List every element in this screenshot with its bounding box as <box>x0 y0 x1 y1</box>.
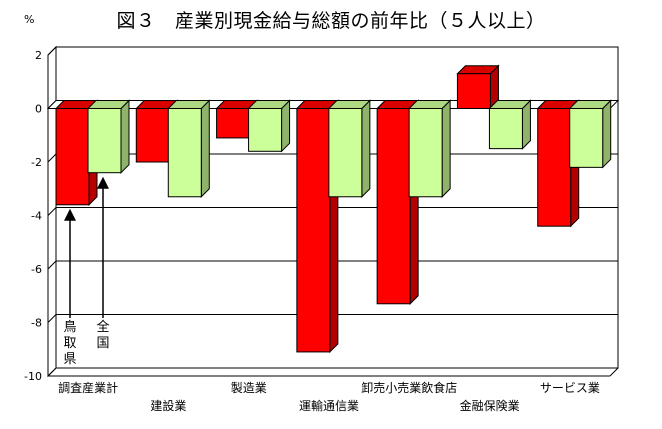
bar-top <box>167 100 211 109</box>
bar-side <box>281 99 291 153</box>
x-category-label: 建設業 <box>150 398 186 413</box>
chart-title: 図３ 産業別現金給与総額の前年比（５人以上） <box>116 10 546 32</box>
bar-side <box>361 99 371 198</box>
x-category-label: 卸売小売業飲食店 <box>361 380 457 395</box>
bar-tottori <box>135 99 179 164</box>
bar-top <box>86 100 131 109</box>
annotation-tottori-label: 鳥取県 <box>63 320 77 367</box>
annotation-national-label: 全国 <box>96 320 110 351</box>
bar-side <box>602 99 612 169</box>
bar-national <box>247 99 291 153</box>
bar-national <box>407 99 452 198</box>
bar-top <box>488 100 532 109</box>
gridline-depth <box>47 367 57 377</box>
bar-front <box>87 108 122 174</box>
y-tick-label: 0 <box>35 103 42 116</box>
bar-front <box>376 108 411 305</box>
bar-front <box>55 108 90 206</box>
annotation-arrow-head <box>64 208 76 221</box>
gridline-depth <box>47 46 57 56</box>
bar-front <box>328 108 363 198</box>
bar-national <box>327 99 372 198</box>
y-tick-label: 2 <box>35 49 42 62</box>
bar-side <box>441 99 451 198</box>
bar-front <box>296 108 331 353</box>
gridline-depth <box>47 207 57 216</box>
bar-front <box>569 108 604 168</box>
bar-front <box>216 108 251 139</box>
x-category-label: 調査産業計 <box>58 380 118 395</box>
x-axis-depth-line <box>609 367 619 377</box>
x-category-label: サービス業 <box>540 381 600 395</box>
bar-side <box>200 99 210 198</box>
bar-top <box>327 100 372 109</box>
bar-front <box>135 108 170 163</box>
bar-tottori <box>456 64 500 110</box>
x-category-label: 金融保険業 <box>460 398 520 413</box>
bar-front <box>537 108 572 227</box>
bar-front <box>488 108 523 150</box>
bar-front <box>408 108 443 198</box>
gridline-depth <box>47 314 57 323</box>
annotation-arrow-head <box>97 176 109 189</box>
bar-national <box>167 99 211 198</box>
y-tick-label: -2 <box>31 156 42 169</box>
bar-top <box>407 100 452 109</box>
y-tick-label: -10 <box>24 370 42 383</box>
y-tick-label: -8 <box>31 317 42 330</box>
bar-front <box>456 73 491 109</box>
bar-national <box>568 99 612 169</box>
bar-national <box>86 99 131 174</box>
bar-front <box>167 108 202 198</box>
bar-top <box>568 100 612 109</box>
bar-front <box>248 108 283 152</box>
bar-top <box>456 65 500 75</box>
y-axis-unit: % <box>24 13 35 26</box>
bar-side <box>120 99 130 174</box>
x-category-label: 製造業 <box>231 381 267 395</box>
bar-national <box>488 99 532 150</box>
gridline-depth <box>47 260 57 270</box>
bar-top <box>247 100 291 109</box>
y-tick-label: -6 <box>31 263 42 276</box>
gridline-depth <box>47 153 57 163</box>
x-category-label: 運輸通信業 <box>299 398 359 413</box>
y-tick-label: -4 <box>31 210 42 223</box>
